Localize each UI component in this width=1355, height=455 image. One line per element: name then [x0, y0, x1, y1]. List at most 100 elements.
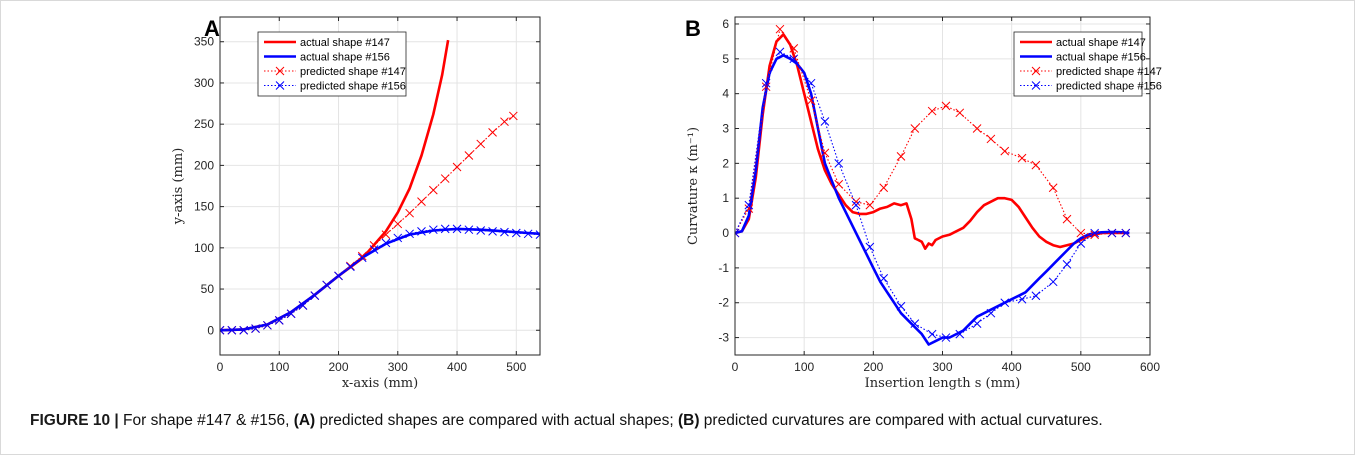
caption-text-1: For shape #147 & #156, — [118, 412, 294, 429]
panel-b-legend-label-3: predicted shape #147 — [1056, 66, 1162, 78]
panel-b-series-4-marker — [735, 228, 740, 238]
panel-a-plot: 0 100 200 300 400 500 0 50 100 150 200 250 300 350 x-a… — [171, 16, 541, 391]
panel-a-series-4-marker — [239, 325, 249, 335]
panel-b-series-4-marker — [1121, 228, 1131, 238]
panel-b-ytick-label: -3 — [718, 331, 729, 345]
panel-b-series-4-marker — [761, 78, 771, 88]
panel-b-series-3-marker — [955, 108, 965, 118]
panel-b-series-3-marker — [927, 106, 937, 116]
panel-b-series-4-marker — [986, 308, 996, 318]
panel-a-legend: actual shape #147 actual shape #156 predic… — [257, 31, 407, 97]
panel-b-ytick-label: 0 — [722, 226, 729, 240]
panel-b-xtick-label: 400 — [1002, 360, 1022, 374]
panel-a-series-4-marker — [263, 320, 272, 330]
panel-a-series-4-marker — [428, 225, 438, 235]
panel-b-series-line-4 — [735, 51, 1126, 339]
panel-a-series-4-marker — [298, 301, 308, 310]
panel-a-series-4-marker — [227, 325, 237, 335]
panel-a-series-line-2 — [220, 227, 540, 332]
panel-b-ytick-label: 1 — [722, 191, 729, 205]
panel-b-series-3-marker — [972, 124, 982, 133]
panel-b-series-4-marker — [1090, 228, 1100, 238]
panel-a-ytick-label: 150 — [194, 200, 214, 214]
panel-b-ytick-label: 4 — [722, 87, 729, 101]
panel-b-axes-box — [734, 16, 1151, 356]
panel-b-series-3-marker — [941, 101, 951, 111]
panel-a-series-4-marker — [523, 229, 533, 239]
panel-b-plot: 0 100 200 300 400 500 600 -3 -2 -1 0 1 2 3 4 5 6 Insertio… — [686, 16, 1162, 391]
panel-a-series-3-marker — [440, 174, 450, 183]
panel-b-series-3-marker — [744, 204, 754, 214]
panel-b-legend-label-2: actual shape #156 — [1056, 52, 1146, 64]
panel-a-series-3-marker — [346, 261, 355, 271]
panel-a-ytick-label: 0 — [207, 323, 214, 337]
panel-b-xlabel: Insertion length s (mm) — [865, 376, 1021, 391]
panel-b-xtick-label: 500 — [1071, 360, 1091, 374]
panel-a-series-4-marker — [452, 224, 462, 234]
panel-b-series-line-1 — [735, 33, 1130, 250]
panel-a-series-4-marker — [286, 309, 296, 319]
panel-a-legend-label-3: predicted shape #147 — [300, 66, 406, 78]
panel-b-xtick-label: 0 — [732, 360, 739, 374]
panel-b-series-3-marker — [1031, 160, 1041, 170]
panel-a-series-3-marker — [428, 185, 438, 195]
panel-b-series-4-marker — [820, 117, 830, 126]
panel-a-series-4-marker — [535, 230, 540, 239]
panel-b-series-3-marker — [865, 200, 875, 210]
panel-b-legend-label-1: actual shape #147 — [1056, 37, 1146, 49]
panel-b-series-3-marker — [1076, 228, 1086, 238]
panel-b-series-4-marker — [1017, 294, 1027, 304]
panel-a-series-3-marker — [452, 162, 462, 172]
panel-b-series-4-marker — [806, 78, 816, 88]
panel-b-legend-marker-4 — [1031, 81, 1041, 90]
panel-a-series-4-marker — [417, 226, 426, 236]
panel-a-series-3-marker — [508, 111, 518, 121]
panel-a-xtick-label: 0 — [217, 360, 224, 374]
panel-b-series-3-marker — [820, 148, 830, 158]
panel-a-legend-label-1: actual shape #147 — [300, 37, 390, 49]
panel-b-series-4-marker — [927, 329, 937, 339]
caption-ref-a: (A) — [293, 412, 316, 429]
panel-a-axes-box — [219, 16, 541, 356]
panel-b-series-group — [735, 24, 1131, 346]
panel-a-series-3-marker — [500, 117, 509, 127]
panel-b-series-4-marker — [865, 242, 875, 252]
panel-a-series-4-marker — [511, 228, 521, 238]
panel-a-series-4-marker — [310, 291, 320, 300]
panel-b-series-4-marker — [834, 158, 844, 168]
figure-caption: FIGURE 10 | For shape #147 & #156, (A) p… — [30, 412, 1330, 430]
panel-b-series-4-marker — [896, 301, 906, 311]
panel-b-series-3-marker — [896, 152, 906, 161]
panel-b-series-4-marker — [879, 273, 889, 283]
panel-b-series-3-marker — [910, 124, 920, 133]
panel-b-series-4-marker — [744, 200, 754, 210]
panel-b-series-4-marker — [910, 319, 920, 328]
panel-b-series-line-2 — [735, 53, 1130, 346]
panel-a-series-3-marker — [488, 128, 497, 137]
panel-a-series-4-marker — [322, 280, 332, 290]
panel-a-xtick-label: 400 — [447, 360, 467, 374]
panel-b-series-4-marker — [955, 329, 965, 339]
panel-a-series-4-marker — [220, 325, 225, 335]
panel-b-legend: actual shape #147 actual shape #156 predic… — [1013, 31, 1162, 97]
panel-b-ylabel: Curvature κ (m⁻¹) — [686, 127, 701, 245]
panel-a-ytick-label: 350 — [194, 35, 214, 49]
panel-b-series-3-marker — [1062, 214, 1072, 224]
panel-a-series-4-marker — [488, 226, 497, 236]
panel-b-series-4-marker — [851, 200, 861, 210]
panel-b-series-3-marker — [986, 134, 996, 144]
panel-a-series-4-marker — [381, 238, 391, 248]
panel-a-ytick-label: 300 — [194, 76, 214, 90]
panel-b-xtick-label: 300 — [932, 360, 952, 374]
panel-a-legend-marker-4 — [275, 81, 285, 90]
panel-b-ytick-label: -2 — [718, 296, 729, 310]
panel-a-legend-marker-3 — [275, 66, 285, 76]
panel-b-series-3-marker — [775, 24, 785, 34]
panel-a-ytick-label: 50 — [201, 282, 215, 296]
panel-b-series-3-marker — [1017, 153, 1027, 163]
panel-b-series-4-marker — [1031, 291, 1041, 301]
panel-b-ytick-label: 3 — [722, 122, 729, 136]
panel-b-ytick-label: 5 — [722, 52, 729, 66]
panel-b-xtick-label: 600 — [1140, 360, 1160, 374]
panel-b-series-4-marker — [789, 54, 799, 64]
